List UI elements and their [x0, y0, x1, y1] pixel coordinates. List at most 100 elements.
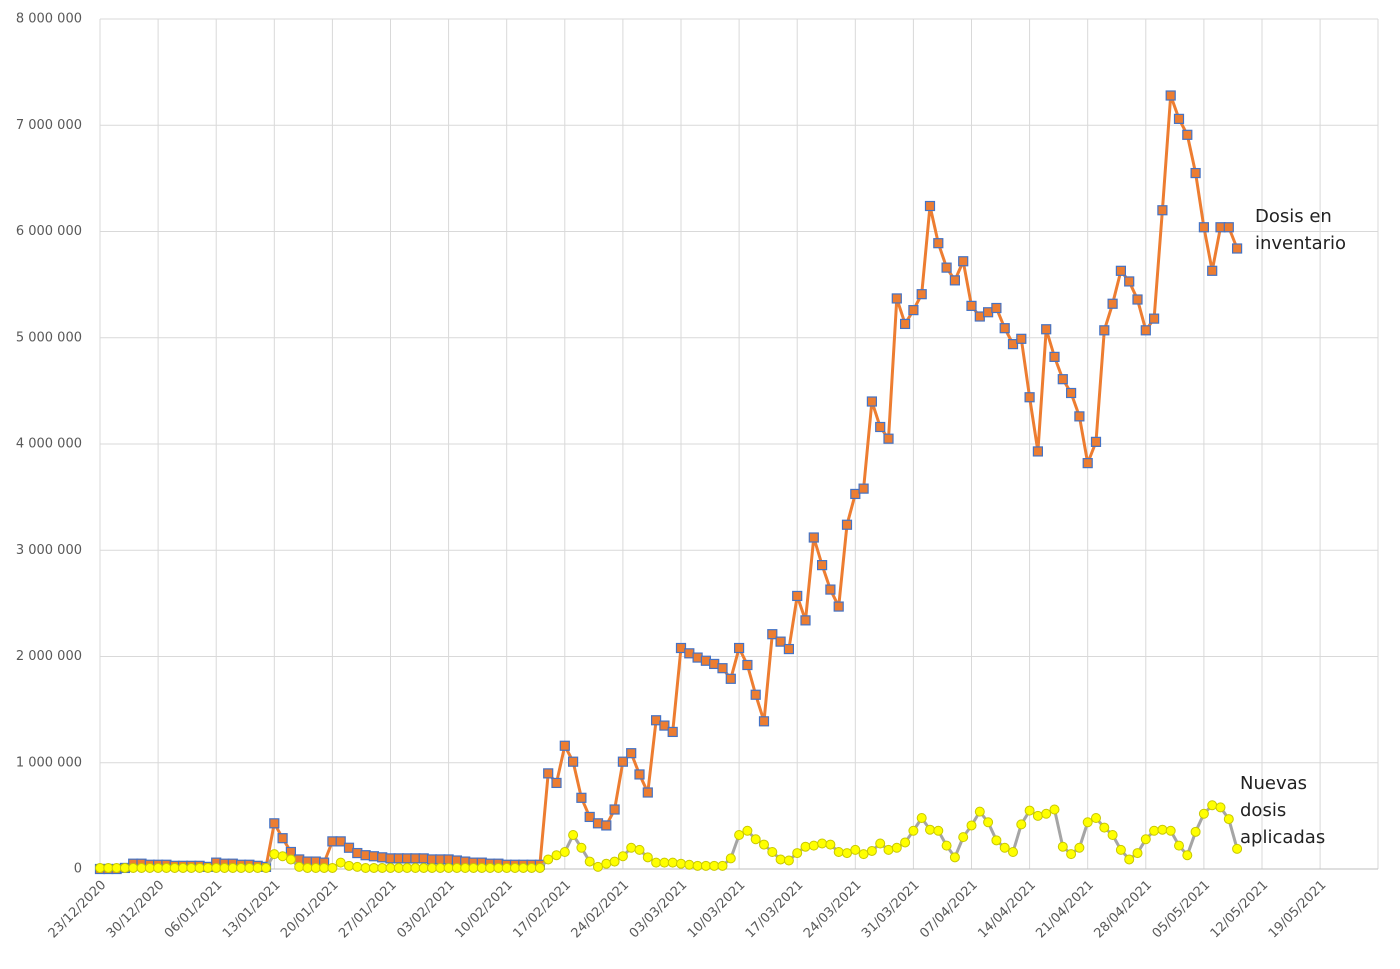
marker [344, 860, 354, 871]
marker [1057, 841, 1068, 852]
marker [742, 659, 753, 671]
marker [1190, 826, 1201, 837]
marker [866, 396, 878, 407]
marker [227, 862, 238, 873]
x-tick-label: 17/03/2021 [743, 878, 807, 942]
marker [377, 862, 388, 873]
marker [136, 862, 147, 873]
marker [675, 642, 687, 654]
x-tick-label: 20/01/2021 [278, 878, 342, 942]
marker [850, 488, 861, 500]
y-tick-label: 0 [74, 862, 82, 877]
marker [1157, 824, 1168, 835]
marker [1090, 436, 1102, 447]
marker [634, 844, 645, 855]
marker [1049, 804, 1060, 815]
marker [576, 842, 587, 853]
marker [1140, 325, 1151, 336]
marker [584, 856, 595, 867]
marker [601, 858, 612, 869]
marker [269, 849, 280, 860]
marker [1173, 113, 1185, 124]
x-tick-label: 23/12/2020 [46, 878, 110, 942]
marker [1066, 849, 1077, 860]
marker [833, 601, 844, 612]
marker [767, 847, 778, 857]
marker [833, 847, 844, 857]
series-label: Dosis en inventario [1255, 206, 1347, 254]
marker [277, 833, 288, 844]
marker [800, 615, 811, 626]
marker [418, 853, 429, 864]
marker [1024, 392, 1035, 403]
y-tick-label: 3 000 000 [16, 543, 82, 558]
marker [758, 716, 770, 727]
marker [327, 862, 338, 873]
marker [377, 852, 388, 863]
marker [883, 433, 894, 444]
marker [103, 862, 114, 873]
marker [1107, 830, 1118, 840]
marker [916, 289, 927, 300]
x-tick-label: 27/01/2021 [336, 878, 400, 942]
marker [1140, 834, 1151, 845]
marker [958, 832, 969, 843]
marker [385, 862, 396, 873]
marker [974, 806, 985, 817]
marker [534, 862, 545, 873]
marker [974, 311, 985, 322]
marker [908, 305, 919, 316]
marker [1007, 339, 1019, 350]
marker [700, 655, 712, 666]
marker [1198, 808, 1209, 819]
marker [759, 839, 769, 850]
marker [916, 813, 927, 823]
marker [1215, 802, 1226, 813]
y-tick-label: 2 000 000 [16, 649, 82, 664]
marker [1099, 325, 1110, 336]
marker [1024, 805, 1035, 816]
marker [700, 860, 711, 871]
marker [842, 848, 852, 859]
marker [285, 854, 296, 865]
marker [368, 862, 379, 873]
marker [410, 862, 421, 873]
marker [900, 837, 911, 848]
marker [999, 323, 1010, 334]
marker [567, 756, 579, 767]
marker [402, 862, 413, 873]
marker [808, 840, 819, 851]
marker [800, 841, 811, 852]
marker [783, 643, 795, 655]
marker [443, 862, 454, 873]
x-tick-label: 30/12/2020 [104, 878, 168, 942]
y-tick-label: 5 000 000 [16, 330, 82, 345]
series-label: Nuevas dosis aplicadas [1240, 773, 1326, 848]
marker [626, 748, 637, 759]
marker [385, 853, 396, 864]
marker [335, 836, 346, 847]
x-tick-label: 24/02/2021 [569, 878, 633, 942]
marker [1231, 243, 1243, 254]
marker [1041, 324, 1052, 335]
marker [576, 792, 587, 803]
x-tick-label: 21/04/2021 [1033, 878, 1097, 942]
marker [501, 862, 512, 873]
marker [277, 851, 288, 862]
y-tick-label: 6 000 000 [16, 224, 82, 239]
marker [352, 861, 363, 872]
marker [1165, 90, 1176, 101]
marker [808, 532, 819, 543]
x-tick-label: 10/03/2021 [685, 878, 749, 942]
marker [1223, 222, 1234, 233]
marker [178, 862, 188, 873]
marker [717, 663, 728, 674]
marker [144, 862, 155, 873]
marker [261, 862, 271, 873]
marker [352, 847, 363, 859]
marker [402, 853, 413, 864]
marker [750, 834, 761, 845]
marker [966, 300, 977, 311]
marker [692, 860, 703, 871]
marker [119, 862, 130, 873]
